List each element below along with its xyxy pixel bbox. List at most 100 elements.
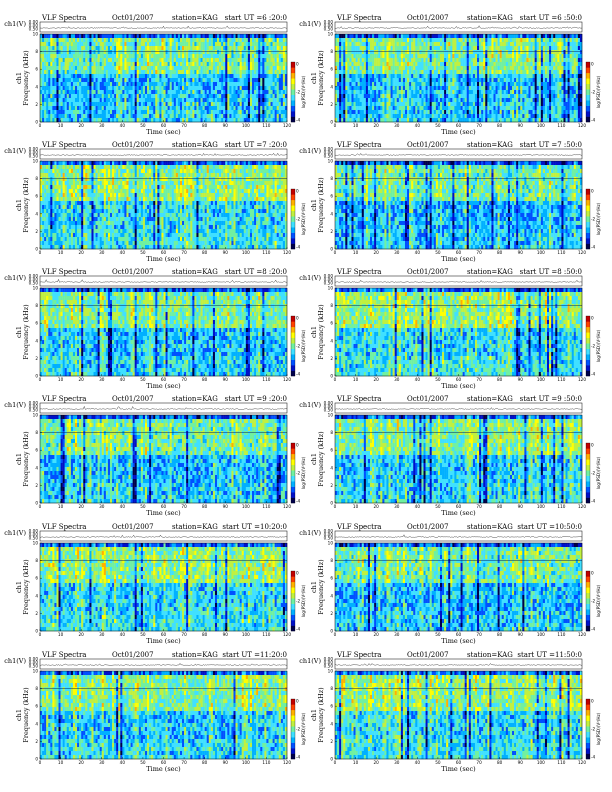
heatmap-cell [107,118,111,123]
heatmap-cell [458,102,461,107]
heatmap-cell [384,58,387,63]
heatmap-cell [479,66,482,71]
heatmap-cell [528,90,531,95]
ch1-tick-label: 0.50 [29,27,39,32]
heatmap-cell [386,78,389,83]
heatmap-cell [419,70,422,75]
heatmap-cell [355,62,358,67]
heatmap-cell [396,82,400,87]
heatmap-cell [540,58,544,63]
heatmap-cell [450,50,453,55]
heatmap-cell [462,58,465,63]
heatmap-cell [217,74,220,79]
heatmap-cell [212,46,216,51]
heatmap-cell [132,78,135,83]
heatmap-cell [553,106,556,111]
heatmap-cell [349,74,352,79]
heatmap-cell [258,62,261,67]
heatmap-cell [335,82,338,87]
heatmap-cell [225,98,228,103]
heatmap-cell [58,114,61,119]
heatmap-cell [520,102,523,107]
heatmap-cell [402,102,406,107]
heatmap-cell [144,58,148,63]
heatmap-cell [237,118,240,123]
heatmap-cell [208,102,212,107]
heatmap-cell [551,70,554,75]
heatmap-cell [190,70,193,75]
heatmap-cell [103,106,107,111]
heatmap-cell [392,54,395,59]
heatmap-cell [367,46,371,51]
heatmap-cell [460,86,463,91]
heatmap-cell [208,74,212,79]
heatmap-cell [192,86,195,91]
heatmap-cell [206,66,209,71]
heatmap-cell [217,42,220,47]
heatmap-cell [126,94,129,99]
y-tick-label: 10 [33,32,39,37]
heatmap-cell [153,110,156,115]
heatmap-cell [223,66,226,71]
heatmap-cell [477,78,480,83]
heatmap-cell [175,34,179,39]
heatmap-cell [264,38,267,43]
heatmap-cell [89,70,92,75]
heatmap-cell [567,102,570,107]
heatmap-cell [411,58,414,63]
heatmap-cell [553,66,556,71]
heatmap-cell [382,50,385,55]
heatmap-cell [376,34,379,39]
heatmap-cell [186,98,189,103]
heatmap-cell [442,62,445,67]
heatmap-cell [190,98,193,103]
heatmap-cell [270,86,273,91]
heatmap-cell [369,62,373,67]
heatmap-cell [184,50,187,55]
heatmap-cell [339,98,342,103]
heatmap-cell [221,94,224,99]
heatmap-cell [107,58,111,63]
heatmap-cell [575,62,579,67]
heatmap-cell [577,98,581,103]
heatmap-cell [284,34,288,39]
heatmap-cell [233,66,236,71]
heatmap-cell [276,110,279,115]
heatmap-cell [497,42,500,47]
heatmap-cell [361,70,365,75]
heatmap-cell [235,106,238,111]
heatmap-cell [171,70,174,75]
heatmap-cell [446,102,449,107]
heatmap-cell [351,34,354,39]
heatmap-cell [223,38,226,43]
heatmap-cell [274,82,277,87]
heatmap-cell [341,34,344,39]
heatmap-cell [477,90,480,95]
heatmap-cell [260,66,263,71]
heatmap-cell [567,38,570,43]
heatmap-cell [48,34,51,39]
heatmap-cell [149,118,152,123]
heatmap-cell [194,62,197,67]
heatmap-cell [435,42,439,47]
heatmap-cell [140,98,144,103]
heatmap-cell [549,86,552,91]
heatmap-cell [260,98,263,103]
heatmap-cell [130,34,133,39]
heatmap-cell [235,34,238,39]
heatmap-cell [335,66,338,71]
heatmap-cell [388,66,391,71]
heatmap-cell [262,102,265,107]
heatmap-cell [157,82,160,87]
heatmap-cell [425,74,428,79]
heatmap-cell [396,102,400,107]
heatmap-cell [392,66,395,71]
heatmap-cell [77,94,80,99]
heatmap-cell [437,94,441,99]
heatmap-cell [161,74,164,79]
heatmap-cell [499,42,502,47]
heatmap-cell [42,62,45,67]
heatmap-cell [540,38,544,43]
heatmap-cell [188,114,191,119]
